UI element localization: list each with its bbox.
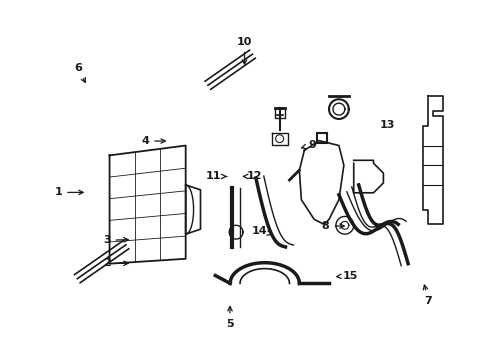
Text: 15: 15 xyxy=(336,271,358,281)
Text: 7: 7 xyxy=(423,285,431,306)
Text: 8: 8 xyxy=(321,221,344,231)
Text: 3: 3 xyxy=(102,235,128,245)
Text: 11: 11 xyxy=(205,171,226,181)
Text: 14: 14 xyxy=(251,226,272,237)
Text: 2: 2 xyxy=(102,258,128,268)
Text: 12: 12 xyxy=(243,171,262,181)
Text: 9: 9 xyxy=(301,140,315,149)
Text: 10: 10 xyxy=(236,37,252,64)
Text: 13: 13 xyxy=(379,120,394,130)
Text: 1: 1 xyxy=(54,188,83,197)
Text: 6: 6 xyxy=(74,63,85,82)
Text: 5: 5 xyxy=(226,306,233,329)
Text: 4: 4 xyxy=(141,136,165,146)
